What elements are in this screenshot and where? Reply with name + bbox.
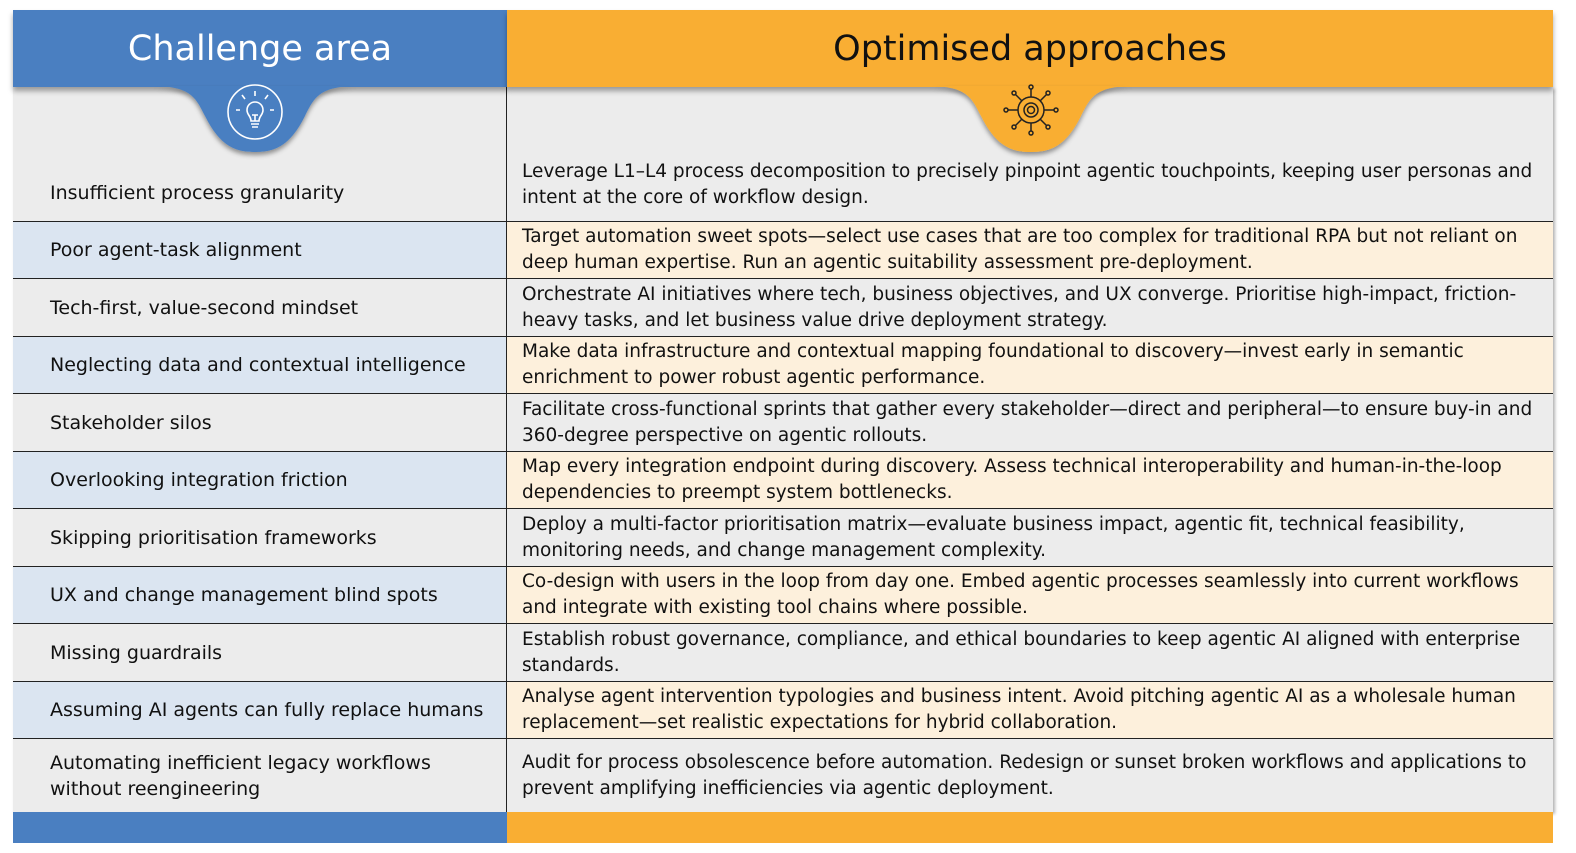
approach-cell: Orchestrate AI initiatives where tech, b… [507,279,1553,336]
optimised-approaches-header: Optimised approaches [507,10,1553,87]
table-row: Poor agent-task alignment Target automati… [13,222,1553,279]
table-row: Stakeholder silos Facilitate cross-functi… [13,394,1553,452]
table-row: Tech-first, value-second mindset Orchestr… [13,279,1553,337]
lightbulb-icon [227,84,283,140]
footer-bar-left [13,812,507,843]
table-row: Neglecting data and contextual intellige… [13,337,1553,394]
challenge-cell: Assuming AI agents can fully replace hum… [13,682,507,738]
challenge-cell: Neglecting data and contextual intellige… [13,337,507,393]
table-row: Overlooking integration friction Map ever… [13,452,1553,509]
challenge-cell: Tech-first, value-second mindset [13,279,507,336]
optimised-approaches-title: Optimised approaches [833,28,1227,69]
gear-network-icon [1003,84,1059,136]
approach-cell: Facilitate cross-functional sprints that… [507,394,1553,451]
approach-cell: Make data infrastructure and contextual … [507,337,1553,393]
approach-cell: Deploy a multi-factor prioritisation mat… [507,509,1553,566]
challenge-cell: Skipping prioritisation frameworks [13,509,507,566]
table-row: Skipping prioritisation frameworks Deploy… [13,509,1553,567]
challenge-area-header: Challenge area [13,10,507,87]
approach-tab [926,84,1136,152]
challenge-cell: Stakeholder silos [13,394,507,451]
challenge-cell: Poor agent-task alignment [13,222,507,278]
table-row: Automating inefficient legacy workflows … [13,739,1553,812]
table-row: UX and change management blind spots Co-d… [13,567,1553,624]
approach-cell: Establish robust governance, compliance,… [507,624,1553,681]
table-row: Missing guardrails Establish robust gover… [13,624,1553,682]
table-row: Insufficient process granularity Leverage… [13,87,1553,222]
table-row: Assuming AI agents can fully replace hum… [13,682,1553,739]
challenge-tab [150,84,360,152]
challenge-cell: Missing guardrails [13,624,507,681]
challenge-area-title: Challenge area [127,28,393,69]
approach-cell: Co-design with users in the loop from da… [507,567,1553,623]
approach-cell: Audit for process obsolescence before au… [507,739,1553,812]
approach-cell: Target automation sweet spots—select use… [507,222,1553,278]
challenge-cell: Automating inefficient legacy workflows … [13,739,507,812]
challenge-cell: Overlooking integration friction [13,452,507,508]
challenge-cell: UX and change management blind spots [13,567,507,623]
approach-cell: Analyse agent intervention typologies an… [507,682,1553,738]
footer-bar-right [507,812,1553,843]
approach-cell: Map every integration endpoint during di… [507,452,1553,508]
